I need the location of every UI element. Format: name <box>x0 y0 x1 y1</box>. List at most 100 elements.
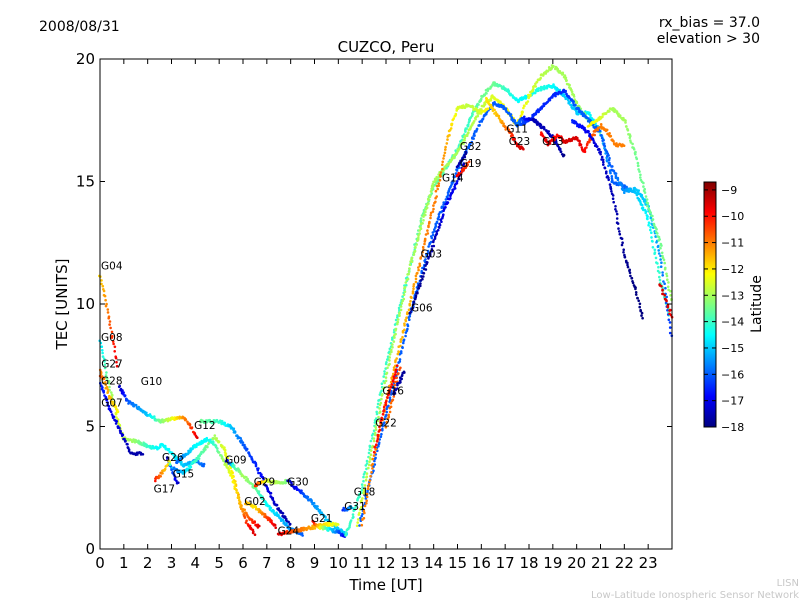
data-point <box>392 340 396 343</box>
series-g29 <box>253 478 292 488</box>
colorbar-tick-label: −9 <box>721 184 737 197</box>
data-point <box>600 134 603 137</box>
data-point <box>189 464 192 468</box>
data-point <box>282 521 286 525</box>
data-point <box>446 138 449 141</box>
data-point <box>419 219 423 223</box>
data-point <box>253 521 256 524</box>
data-point <box>237 498 241 502</box>
data-point <box>360 491 363 495</box>
data-point <box>213 434 217 437</box>
data-point <box>475 127 479 131</box>
colorbar-tick-label: −12 <box>721 263 744 276</box>
data-point <box>341 508 345 512</box>
data-point <box>615 210 618 213</box>
data-point <box>111 340 115 343</box>
data-point <box>401 295 404 298</box>
data-point <box>112 342 115 346</box>
satellite-label: G07 <box>101 397 123 409</box>
data-point <box>485 92 488 95</box>
data-point <box>405 283 408 287</box>
data-point <box>217 451 221 454</box>
satellite-label: G23 <box>509 136 531 148</box>
data-point <box>428 220 431 224</box>
data-point <box>607 154 610 157</box>
data-point <box>114 405 118 409</box>
data-point <box>438 226 441 229</box>
data-point <box>425 206 429 210</box>
series-g24 <box>276 521 340 537</box>
data-point <box>562 153 566 157</box>
colorbar-tick-label: −13 <box>721 289 744 302</box>
data-point <box>449 197 452 200</box>
x-tick-label: 12 <box>376 554 395 572</box>
data-point <box>599 123 603 126</box>
x-tick-label: 4 <box>191 554 201 572</box>
data-point <box>442 213 445 216</box>
data-point <box>241 441 245 444</box>
data-point <box>634 293 638 296</box>
data-point <box>419 226 422 229</box>
satellite-label: G26 <box>162 452 184 464</box>
data-point <box>177 481 180 485</box>
data-point <box>400 377 404 381</box>
data-point <box>436 228 440 232</box>
series-g21 <box>311 519 347 538</box>
x-tick-label: 0 <box>95 554 105 572</box>
data-point <box>215 418 219 422</box>
data-point <box>509 113 513 116</box>
data-point <box>254 464 258 468</box>
data-point <box>493 108 496 112</box>
data-point <box>446 193 450 197</box>
data-point <box>413 249 417 253</box>
x-tick-label: 1 <box>119 554 129 572</box>
data-point <box>105 398 108 402</box>
colorbar <box>704 182 716 428</box>
data-point <box>662 280 665 283</box>
series-g14 <box>355 64 602 528</box>
data-point <box>649 225 652 229</box>
data-point <box>367 466 370 470</box>
data-point <box>395 357 399 360</box>
data-point <box>284 515 287 519</box>
satellite-label: G24 <box>278 525 300 537</box>
data-point <box>532 87 535 91</box>
data-point <box>624 125 628 128</box>
data-point <box>609 134 613 138</box>
data-point <box>243 508 246 512</box>
data-point <box>467 131 470 134</box>
data-point <box>618 114 622 117</box>
data-point <box>110 330 114 334</box>
y-axis-label: TEC [UNITS] <box>53 259 71 351</box>
data-point <box>252 530 255 533</box>
data-point <box>636 296 639 300</box>
data-point <box>397 372 400 375</box>
data-point <box>403 286 407 289</box>
data-point <box>356 518 360 521</box>
data-point <box>615 212 619 216</box>
data-point <box>398 311 402 315</box>
data-point <box>666 278 669 282</box>
data-point <box>369 453 373 457</box>
data-point <box>245 500 248 504</box>
data-point <box>547 130 550 133</box>
data-point <box>179 457 182 461</box>
data-point <box>572 101 575 105</box>
data-point <box>664 286 667 290</box>
data-point <box>300 532 304 535</box>
data-point <box>419 282 422 285</box>
x-tick-label: 21 <box>591 554 610 572</box>
data-point <box>102 289 106 293</box>
data-point <box>183 470 187 474</box>
data-point <box>614 205 617 208</box>
data-point <box>598 129 602 133</box>
data-point <box>108 323 111 326</box>
data-point <box>275 503 279 507</box>
satellite-label: G02 <box>244 496 266 508</box>
data-point <box>640 193 644 197</box>
data-point <box>117 385 121 389</box>
data-point <box>159 475 162 478</box>
data-point <box>398 358 402 361</box>
data-point <box>229 466 232 470</box>
